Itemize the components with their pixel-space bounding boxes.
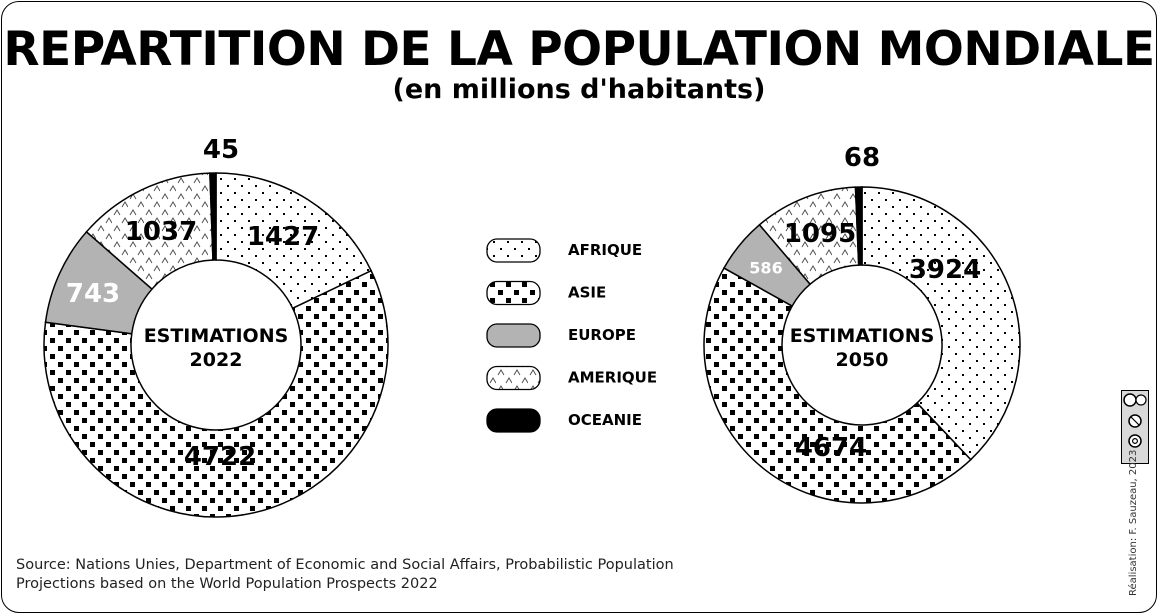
value-label-asie: 4722 bbox=[184, 442, 256, 472]
legend-swatch-asie bbox=[486, 280, 541, 306]
sa-icon bbox=[1128, 434, 1142, 448]
legend: AFRIQUE ASIE EUROPE AMERIQUE OCEANIE bbox=[486, 238, 657, 433]
credit-line: Réalisation: F. Sauzeau, 2023 bbox=[1128, 449, 1139, 596]
value-label-amerique: 1095 bbox=[784, 219, 856, 249]
center-label-line-1: ESTIMATIONS bbox=[790, 325, 935, 347]
value-label-amerique: 1037 bbox=[125, 217, 197, 247]
value-label-afrique: 1427 bbox=[247, 222, 319, 252]
slice-asie bbox=[703, 267, 972, 504]
slice-oceanie bbox=[854, 186, 863, 266]
value-label-afrique: 3924 bbox=[909, 255, 981, 285]
chart-subtitle: (en millions d'habitants) bbox=[392, 74, 766, 105]
center-label-line-2: 2050 bbox=[836, 349, 889, 371]
legend-label-afrique: AFRIQUE bbox=[568, 241, 642, 259]
legend-label-amerique: AMERIQUE bbox=[568, 369, 657, 387]
slice-asie bbox=[43, 269, 389, 518]
by-icon bbox=[1135, 394, 1147, 406]
cc-icon bbox=[1123, 393, 1137, 407]
cc-icons bbox=[1123, 393, 1147, 448]
value-label-asie: 4674 bbox=[795, 433, 867, 463]
slice-afrique bbox=[861, 186, 1021, 461]
value-label-europe: 743 bbox=[66, 279, 120, 309]
center-label-line-2: 2022 bbox=[190, 349, 243, 371]
slice-afrique bbox=[215, 172, 373, 310]
legend-swatch-amerique bbox=[486, 365, 541, 391]
legend-label-oceanie: OCEANIE bbox=[568, 411, 642, 429]
chart-title: REPARTITION DE LA POPULATION MONDIALE bbox=[3, 22, 1155, 77]
cc-license-badge bbox=[1121, 390, 1149, 464]
value-label-oceanie: 68 bbox=[844, 143, 880, 173]
source-note: Source: Nations Unies, Department of Eco… bbox=[16, 557, 674, 592]
legend-swatch-europe bbox=[486, 323, 541, 348]
value-label-oceanie: 45 bbox=[203, 135, 239, 165]
legend-swatch-afrique bbox=[486, 238, 541, 263]
slice-oceanie bbox=[209, 172, 217, 261]
center-label-line-1: ESTIMATIONS bbox=[144, 325, 289, 347]
value-label-europe: 586 bbox=[749, 259, 782, 278]
legend-label-asie: ASIE bbox=[568, 284, 606, 302]
legend-label-europe: EUROPE bbox=[568, 326, 636, 344]
legend-swatch-oceanie bbox=[486, 408, 541, 433]
